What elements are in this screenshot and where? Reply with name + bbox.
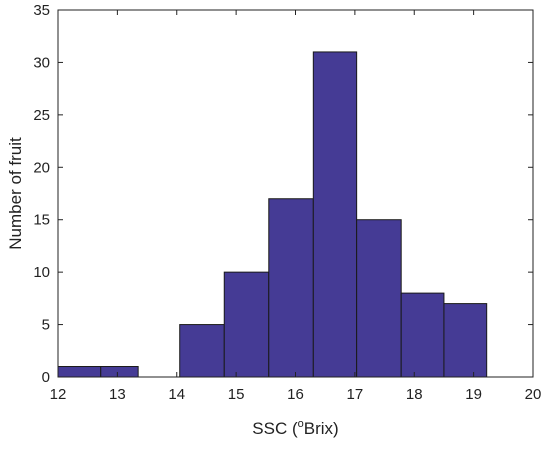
y-tick-label-0: 0 <box>42 369 50 386</box>
y-tick-label-3: 15 <box>33 212 50 229</box>
y-tick-label-5: 25 <box>33 107 50 124</box>
x-tick-label-6: 18 <box>406 386 423 403</box>
x-tick-label-3: 15 <box>228 386 245 403</box>
x-tick-label-5: 17 <box>347 386 364 403</box>
x-tick-label-0: 12 <box>50 386 67 403</box>
histogram-bar-6 <box>312 51 358 378</box>
histogram-bar-5 <box>268 198 314 378</box>
x-axis-title-prefix: SSC ( <box>252 419 298 438</box>
histogram-bar-8 <box>400 292 445 378</box>
histogram-bar-3 <box>179 324 225 378</box>
histogram-bar-0 <box>57 366 102 378</box>
histogram-bar-7 <box>356 219 402 378</box>
x-tick-label-8: 20 <box>525 386 542 403</box>
x-tick-label-4: 16 <box>287 386 304 403</box>
y-tick-label-7: 35 <box>33 2 50 19</box>
bars-layer <box>57 51 488 378</box>
x-tick-label-1: 13 <box>109 386 126 403</box>
x-axis-title-superscript: o <box>298 418 304 430</box>
y-tick-label-1: 5 <box>42 317 50 334</box>
y-axis-title: Number of fruit <box>6 137 25 250</box>
ticks-layer: 12 13 14 15 16 17 18 19 20 0 5 10 15 20 25 30 35 <box>33 2 541 403</box>
x-tick-label-2: 14 <box>168 386 185 403</box>
y-tick-label-4: 20 <box>33 159 50 176</box>
histogram-bar-4 <box>223 271 270 378</box>
x-axis-title-suffix: Brix) <box>304 419 339 438</box>
x-tick-label-7: 19 <box>465 386 482 403</box>
histogram-bar-1 <box>100 366 139 378</box>
y-tick-label-2: 10 <box>33 264 50 281</box>
x-axis-title: SSC (oBrix) <box>252 418 338 438</box>
y-tick-label-6: 30 <box>33 54 50 71</box>
histogram-bar-9 <box>443 303 488 378</box>
